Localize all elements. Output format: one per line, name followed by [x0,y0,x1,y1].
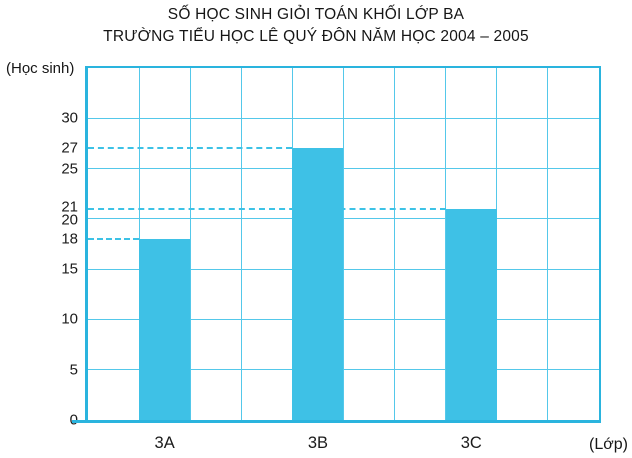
x-category-label-3A: 3A [154,434,175,452]
y-tick-label-30: 30 [61,109,78,127]
x-axis-line-extension [72,420,88,423]
y-tick-label-18: 18 [61,230,78,248]
vertical-gridline [343,68,344,420]
x-category-label-3B: 3B [307,434,329,452]
chart-title: SỐ HỌC SINH GIỎI TOÁN KHỐI LỚP BA TRƯỜNG… [0,4,632,48]
plot-area [85,66,601,423]
chart-title-line-1: SỐ HỌC SINH GIỎI TOÁN KHỐI LỚP BA [167,6,465,23]
vertical-gridline [547,68,549,420]
x-category-label-3C: 3C [460,434,482,452]
y-tick-label-5: 5 [69,361,78,379]
y-tick-label-0: 0 [0,412,78,429]
y-tick-label-15: 15 [61,260,78,278]
y-axis-unit-label: (Học sinh) [6,60,75,77]
horizontal-gridline [88,369,599,371]
bar-3A [139,238,191,420]
chart-title-line-2: TRƯỜNG TIỂU HỌC LÊ QUÝ ĐÔN NĂM HỌC 2004 … [103,28,529,45]
bar-3C [445,208,497,420]
dashed-reference-line-21 [88,207,446,210]
horizontal-gridline [88,218,599,220]
horizontal-gridline [88,268,599,270]
horizontal-gridline [88,117,599,119]
vertical-gridline [394,68,396,420]
bar-3B [292,148,344,420]
vertical-gridline [189,68,191,420]
dashed-reference-line-18 [88,237,140,240]
vertical-gridline [240,68,242,420]
horizontal-gridline [88,318,599,320]
x-axis-unit-label: (Lớp) [589,436,628,453]
y-tick-label-27: 27 [61,139,78,157]
horizontal-gridline [88,168,599,170]
y-tick-label-20: 20 [61,211,78,229]
dashed-reference-line-27 [88,147,293,150]
vertical-gridline [496,68,498,420]
y-tick-label-25: 25 [61,160,78,178]
y-tick-label-10: 10 [61,310,78,328]
y-tick-label-21: 21 [61,198,78,216]
plot-grid-region [88,68,599,420]
